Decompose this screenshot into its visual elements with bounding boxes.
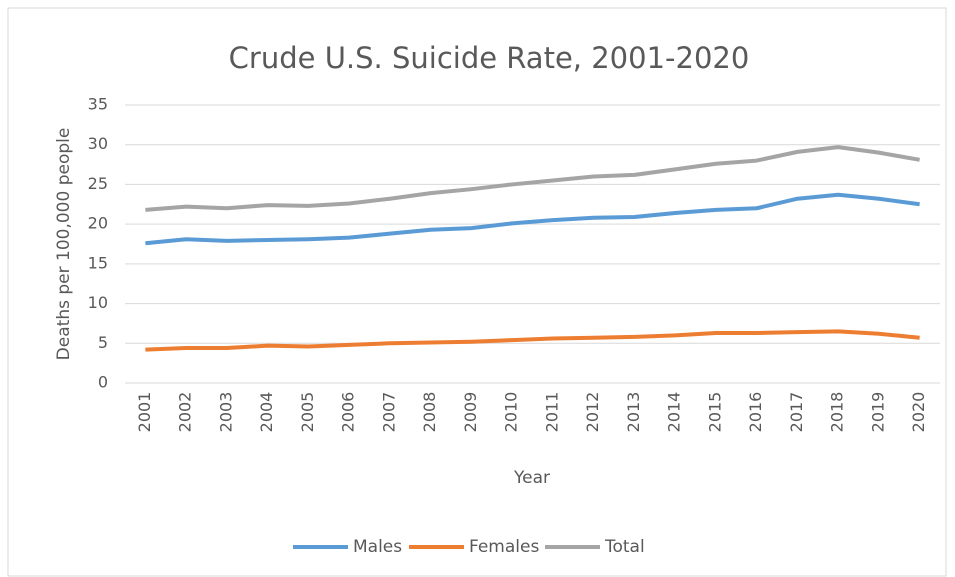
x-tick-label: 2019 bbox=[868, 392, 887, 433]
x-tick-label: 2018 bbox=[828, 392, 847, 433]
x-tick-label: 2014 bbox=[665, 392, 684, 433]
x-tick-label: 2002 bbox=[176, 392, 195, 433]
legend-label: Males bbox=[353, 537, 402, 557]
x-tick-label: 2016 bbox=[746, 392, 765, 433]
x-tick-label: 2009 bbox=[461, 392, 480, 433]
legend-label: Total bbox=[604, 537, 645, 557]
y-tick-label: 15 bbox=[88, 253, 108, 272]
x-tick-label: 2004 bbox=[257, 392, 276, 433]
y-tick-label: 30 bbox=[88, 134, 108, 153]
x-tick-label: 2011 bbox=[542, 392, 561, 433]
x-tick-label: 2012 bbox=[583, 392, 602, 433]
x-tick-label: 2020 bbox=[909, 392, 928, 433]
x-tick-label: 2010 bbox=[502, 392, 521, 433]
x-tick-label: 2007 bbox=[379, 392, 398, 433]
y-tick-label: 25 bbox=[88, 174, 108, 193]
series-line bbox=[145, 192, 920, 246]
x-tick-label: 2006 bbox=[339, 392, 358, 433]
chart-frame bbox=[7, 7, 947, 577]
x-tick-label: 2008 bbox=[420, 392, 439, 433]
y-tick-label: 10 bbox=[88, 293, 108, 312]
y-tick-label: 20 bbox=[88, 214, 108, 233]
series-line bbox=[145, 329, 920, 352]
y-axis-label: Deaths per 100,000 people bbox=[54, 128, 74, 361]
x-axis-label: Year bbox=[513, 468, 550, 488]
x-tick-label: 2013 bbox=[624, 392, 643, 433]
legend-label: Females bbox=[469, 537, 539, 557]
x-tick-label: 2017 bbox=[787, 392, 806, 433]
x-tick-label: 2003 bbox=[216, 392, 235, 433]
y-tick-label: 5 bbox=[98, 333, 108, 352]
y-tick-label: 35 bbox=[88, 95, 108, 114]
chart-title: Crude U.S. Suicide Rate, 2001-2020 bbox=[229, 41, 750, 75]
x-tick-label: 2001 bbox=[135, 392, 154, 433]
y-tick-label: 0 bbox=[98, 373, 108, 392]
x-tick-label: 2005 bbox=[298, 392, 317, 433]
series-line bbox=[145, 145, 920, 212]
x-tick-label: 2015 bbox=[705, 392, 724, 433]
